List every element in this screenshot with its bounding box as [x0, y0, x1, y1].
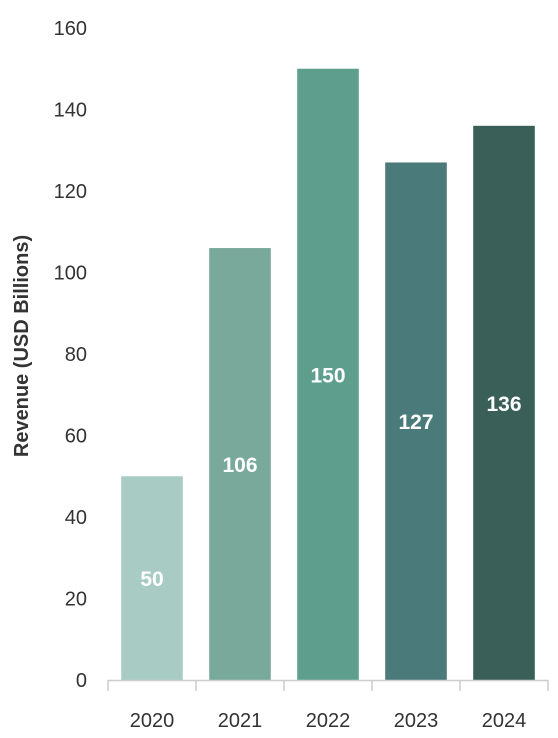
bar-2021	[209, 248, 271, 681]
y-tick-label: 0	[76, 670, 87, 692]
y-tick-label: 120	[54, 181, 87, 203]
x-tick-label-2020: 2020	[130, 710, 175, 732]
data-label-2022: 150	[310, 364, 345, 387]
data-label-2021: 106	[222, 454, 257, 477]
data-label-2023: 127	[398, 411, 433, 434]
y-tick-label: 20	[65, 589, 87, 611]
bar-2023	[385, 162, 447, 681]
y-tick-label: 80	[65, 344, 87, 366]
bar-2024	[473, 125, 535, 681]
x-tick-label-2021: 2021	[218, 710, 263, 732]
bar-2022	[297, 68, 359, 680]
data-label-2024: 136	[486, 393, 521, 416]
bar-2020	[121, 476, 183, 680]
x-tick-label-2024: 2024	[482, 710, 527, 732]
y-tick-label: 60	[65, 426, 87, 448]
bars: 50 106 150 127 136	[121, 68, 535, 681]
data-label-2020: 50	[140, 568, 163, 591]
y-tick-label: 140	[54, 100, 87, 122]
x-tick-label-2023: 2023	[394, 710, 439, 732]
y-axis: 0 20 40 60 80 100 120 140 160	[54, 18, 87, 692]
y-tick-label: 100	[54, 263, 87, 285]
y-tick-label: 40	[65, 507, 87, 529]
x-axis: 2020 2021 2022 2023 2024	[107, 679, 549, 732]
y-tick-label: 160	[54, 18, 87, 40]
y-axis-title: Revenue (USD Billions)	[11, 235, 33, 457]
x-tick-label-2022: 2022	[306, 710, 351, 732]
